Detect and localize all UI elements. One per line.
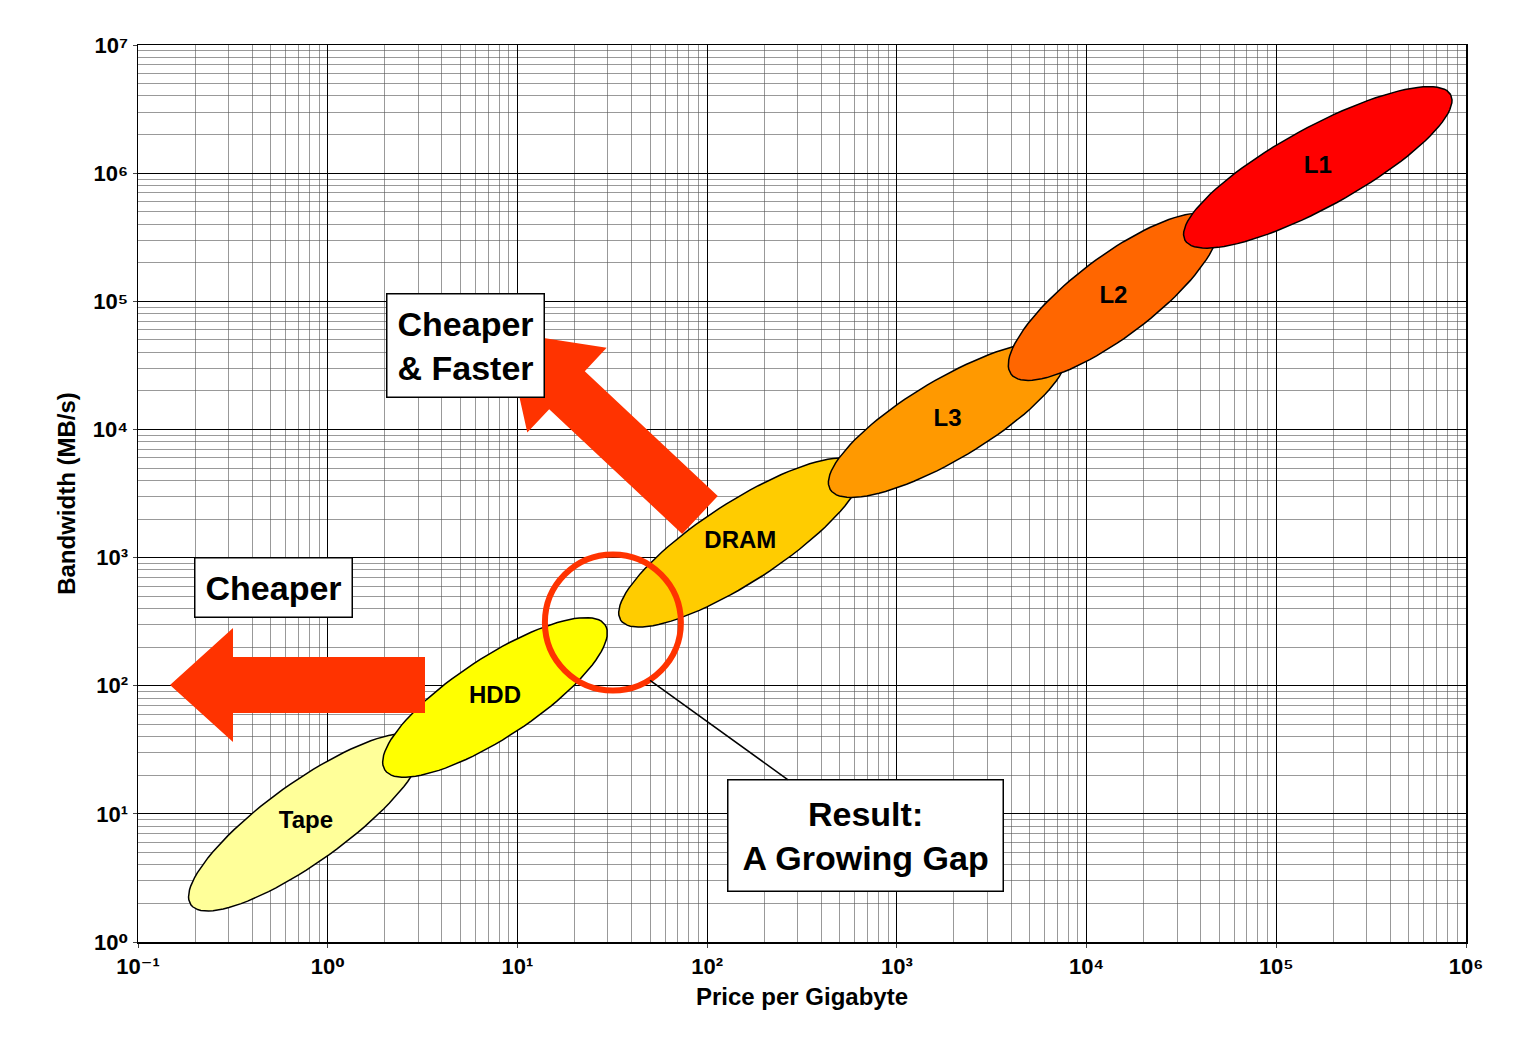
svg-text:10⁴: 10⁴ [1069,954,1104,979]
svg-text:10³: 10³ [881,954,913,979]
svg-text:HDD: HDD [469,681,521,708]
svg-text:10⁰: 10⁰ [94,930,128,955]
svg-text:Tape: Tape [279,806,333,833]
svg-text:10⁰: 10⁰ [311,954,345,979]
svg-text:10⁻¹: 10⁻¹ [116,954,159,979]
svg-text:10¹: 10¹ [96,802,128,827]
svg-text:10¹: 10¹ [502,954,534,979]
svg-text:10⁶: 10⁶ [93,161,128,186]
svg-text:10⁵: 10⁵ [93,289,128,314]
svg-text:L1: L1 [1304,151,1332,178]
svg-text:10²: 10² [96,673,128,698]
svg-text:10³: 10³ [96,545,128,570]
svg-text:Bandwidth (MB/s): Bandwidth (MB/s) [53,392,80,595]
svg-text:Cheaper: Cheaper [206,569,342,607]
svg-text:10²: 10² [691,954,723,979]
svg-text:10⁷: 10⁷ [95,33,129,58]
svg-text:DRAM: DRAM [704,526,776,553]
svg-text:L3: L3 [934,404,962,431]
svg-text:Cheaper& Faster: Cheaper& Faster [398,305,534,387]
svg-text:10⁵: 10⁵ [1259,954,1294,979]
svg-text:10⁶: 10⁶ [1449,954,1484,979]
svg-text:Result:A Growing Gap: Result:A Growing Gap [743,795,989,877]
svg-text:L2: L2 [1099,281,1127,308]
svg-text:10⁴: 10⁴ [93,417,128,442]
svg-text:Price per Gigabyte: Price per Gigabyte [696,983,908,1010]
